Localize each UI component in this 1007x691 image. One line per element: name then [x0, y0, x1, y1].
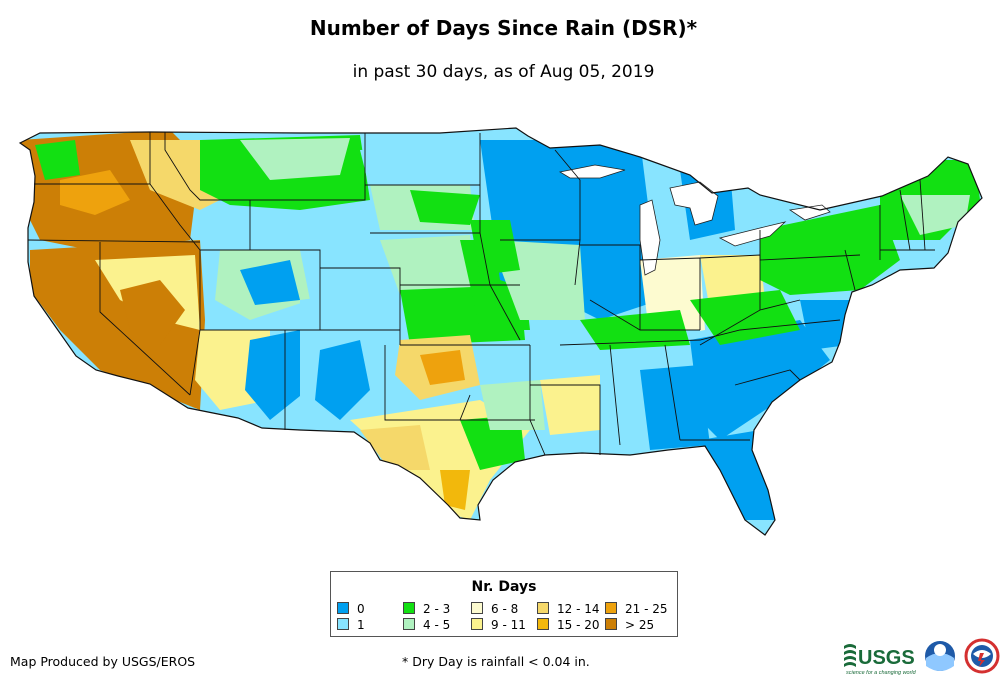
agency-logos: USGS science for a changing world [842, 636, 1002, 676]
legend-label: 21 - 25 [625, 602, 668, 616]
legend-swatch [605, 602, 617, 614]
map-title: Number of Days Since Rain (DSR)* [309, 16, 698, 40]
legend-label: > 25 [625, 618, 655, 632]
legend-label: 1 [357, 618, 365, 632]
legend-label: 4 - 5 [423, 618, 451, 632]
usgs-tagline: science for a changing world [846, 670, 917, 676]
usgs-wordmark: USGS [858, 647, 915, 669]
nws-logo [964, 638, 1000, 674]
legend-item-7: 15 - 20 [537, 618, 600, 632]
legend-item-5: 9 - 11 [471, 618, 526, 632]
legend-swatch [403, 602, 415, 614]
us-outline [18, 127, 983, 536]
legend-swatch [337, 618, 349, 630]
state-boundaries [27, 132, 935, 456]
noaa-bird-icon [934, 644, 946, 656]
legend-swatch [471, 602, 483, 614]
legend-swatch [471, 618, 483, 630]
legend-item-1: 1 [337, 618, 365, 632]
legend-item-0: 0 [337, 602, 365, 616]
legend-swatch [537, 602, 549, 614]
nws-lightning-icon [978, 653, 985, 667]
legend-title: Nr. Days [471, 579, 537, 595]
legend-item-9: > 25 [605, 618, 654, 632]
legend-swatch [605, 618, 617, 630]
usgs-logo: USGS science for a changing world [844, 644, 917, 676]
usgs-wave-icon [844, 644, 856, 667]
legend-swatch [403, 618, 415, 630]
map-subtitle: in past 30 days, as of Aug 05, 2019 [352, 62, 655, 82]
legend: Nr. Days 0 1 2 - 3 4 - 5 6 - 8 9 - 11 12… [330, 571, 678, 637]
great-lakes [558, 164, 831, 276]
map-land [20, 128, 982, 535]
noaa-logo [925, 641, 955, 671]
legend-label: 2 - 3 [423, 602, 451, 616]
legend-label: 6 - 8 [491, 602, 519, 616]
dry-day-footnote: * Dry Day is rainfall < 0.04 in. [402, 654, 590, 669]
legend-item-2: 2 - 3 [403, 602, 450, 616]
map-credit: Map Produced by USGS/EROS [10, 654, 196, 669]
legend-label: 0 [357, 602, 365, 616]
legend-swatch [537, 618, 549, 630]
legend-label: 12 - 14 [557, 602, 600, 616]
legend-item-3: 4 - 5 [403, 618, 450, 632]
legend-swatch [337, 602, 349, 614]
legend-item-4: 6 - 8 [471, 602, 518, 616]
legend-label: 15 - 20 [557, 618, 600, 632]
legend-item-8: 21 - 25 [605, 602, 668, 616]
legend-label: 9 - 11 [491, 618, 526, 632]
legend-item-6: 12 - 14 [537, 602, 600, 616]
